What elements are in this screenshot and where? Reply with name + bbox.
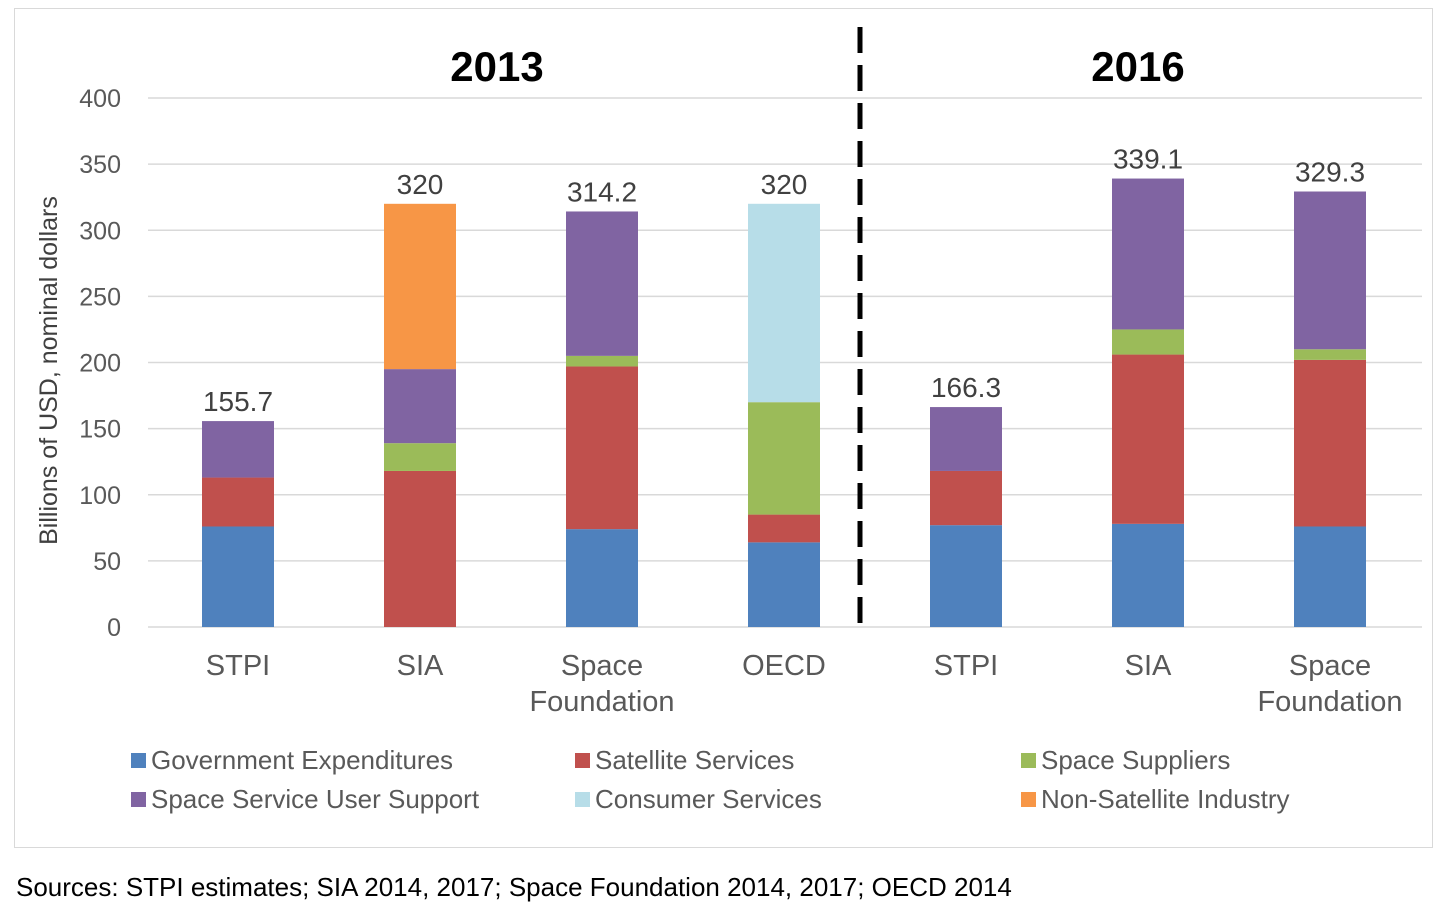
group-titles: 2013 2016 [450,43,1184,90]
legend-item-non-satellite-industry: Non-Satellite Industry [1021,784,1290,814]
legend-label: Government Expenditures [151,745,453,775]
bar-segment-satellite-services [748,514,820,543]
y-tick-label: 300 [79,217,121,245]
total-label: 320 [761,169,808,200]
group-title: 2016 [1091,43,1184,90]
legend-item-space-suppliers: Space Suppliers [1021,745,1230,775]
legend-label: Satellite Services [595,745,794,775]
bars [202,178,1366,627]
bar-segment-government-expenditures [1294,526,1366,627]
bar-segment-space-suppliers [1112,329,1184,355]
x-category-label: STPI [206,650,270,682]
legend-swatch [575,792,590,807]
legend-item-satellite-services: Satellite Services [575,745,794,775]
stacked-bar-chart: 0 50 100 150 200 250 300 350 400 155.7 320 314.2 32… [35,27,1422,814]
legend-label: Space Suppliers [1041,745,1230,775]
total-label: 329.3 [1295,157,1365,188]
y-tick-label: 200 [79,350,121,378]
y-axis-ticks: 0 50 100 150 200 250 300 350 400 [79,85,121,642]
x-category-label: STPI [934,650,998,682]
y-tick-label: 0 [107,614,121,642]
bar-segment-satellite-services [1112,354,1184,524]
bar-segment-government-expenditures [202,526,274,627]
bar-segment-space-service-user-support [1112,178,1184,330]
bar-segment-government-expenditures [930,525,1002,627]
x-category-label: OECD [742,650,826,682]
legend-item-consumer-services: Consumer Services [575,784,822,814]
chart-frame: 0 50 100 150 200 250 300 350 400 155.7 320 314.2 32… [14,8,1433,848]
bar-segment-space-service-user-support [1294,191,1366,350]
x-category-label: SIA [1125,650,1172,682]
total-label: 314.2 [567,176,637,207]
total-label: 320 [397,169,444,200]
total-label: 339.1 [1113,144,1183,175]
y-tick-label: 350 [79,151,121,179]
bar-segment-space-service-user-support [930,407,1002,471]
bar-segment-satellite-services [930,470,1002,526]
bar-segment-consumer-services [748,203,820,403]
bar-segment-government-expenditures [566,529,638,627]
total-label: 155.7 [203,386,273,417]
bar-segment-space-suppliers [384,443,456,471]
bar-segment-satellite-services [384,470,456,627]
bar-segment-satellite-services [1294,359,1366,527]
x-category-label: Space Foundation [1257,650,1402,718]
legend-swatch [1021,753,1036,768]
y-tick-label: 400 [79,85,121,113]
x-axis-labels: STPI SIA Space Foundation OECD STPI SIA Space Fo… [206,650,1403,718]
bar-segment-space-service-user-support [384,369,456,444]
legend-label: Consumer Services [595,784,822,814]
y-axis-title: Billions of USD, nominal dollars [35,196,63,545]
bar-segment-government-expenditures [1112,523,1184,627]
bar-segment-government-expenditures [748,542,820,627]
bar-segment-space-suppliers [1294,349,1366,360]
legend: Government Expenditures Satellite Service… [131,745,1290,814]
bar-segment-satellite-services [566,366,638,530]
total-label: 166.3 [931,372,1001,403]
legend-label: Space Service User Support [151,784,480,814]
legend-item-space-service-user-support: Space Service User Support [131,784,480,814]
legend-swatch [1021,792,1036,807]
y-tick-label: 100 [79,482,121,510]
bar-segment-space-suppliers [748,402,820,515]
y-tick-label: 150 [79,416,121,444]
group-title: 2013 [450,43,543,90]
y-tick-label: 50 [93,548,121,576]
bar-segment-space-suppliers [566,355,638,367]
x-category-label: Space Foundation [529,650,674,718]
legend-swatch [131,792,146,807]
sources-note: Sources: STPI estimates; SIA 2014, 2017;… [16,872,1012,902]
y-tick-label: 250 [79,283,121,311]
x-category-label: SIA [397,650,444,682]
bar-segment-satellite-services [202,477,274,527]
legend-swatch [575,753,590,768]
bar-segment-non-satellite-industry [384,203,456,370]
bar-segment-space-service-user-support [202,421,274,478]
bar-segment-space-service-user-support [566,211,638,356]
legend-label: Non-Satellite Industry [1041,784,1290,814]
legend-item-government-expenditures: Government Expenditures [131,745,453,775]
legend-swatch [131,753,146,768]
total-labels: 155.7 320 314.2 320 166.3 339.1 329.3 [203,144,1365,418]
